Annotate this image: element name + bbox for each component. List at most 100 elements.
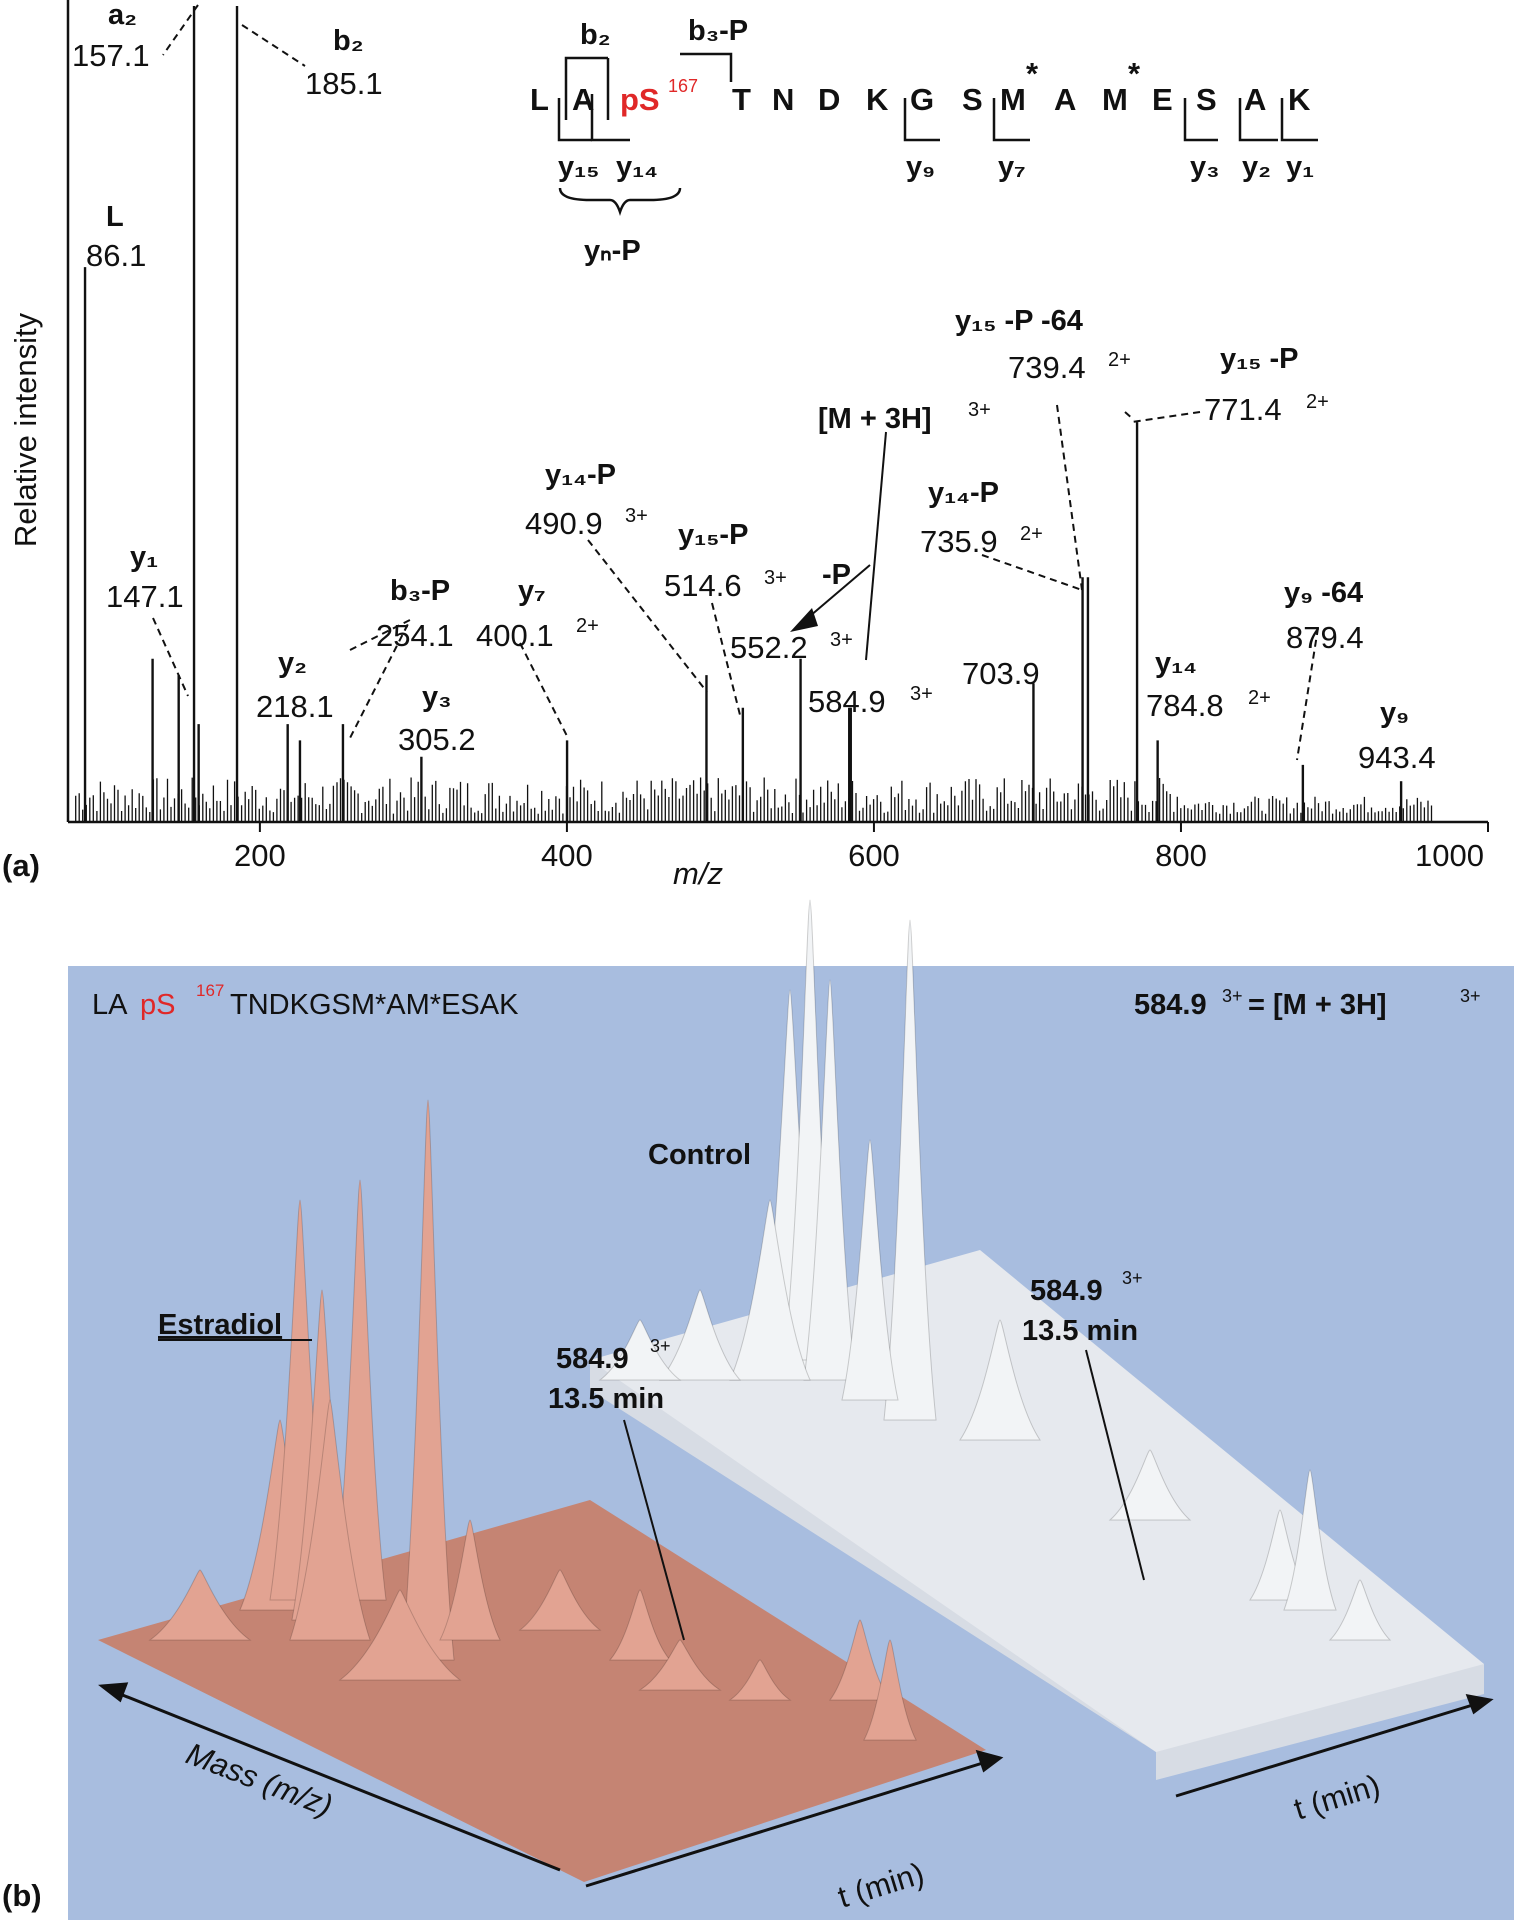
estradiol-label: Estradiol <box>158 1309 282 1341</box>
label-y15p64-charge: 2+ <box>1108 349 1131 371</box>
estradiol-peak-7 <box>518 1569 602 1631</box>
control-peak-5 <box>729 1199 811 1381</box>
label-y3-ion: y₃ <box>422 681 452 713</box>
control-peak-7 <box>959 1319 1041 1441</box>
label-y7-ion: y₇ <box>518 575 546 607</box>
residue-K2: K <box>1288 82 1311 117</box>
baseline-noise <box>75 777 1433 822</box>
label-y964-ion: y₉ -64 <box>1284 577 1363 609</box>
label-y2-ion: y₂ <box>278 647 307 679</box>
label-y964-mz: 879.4 <box>1286 620 1364 655</box>
label-y1-ion: y₁ <box>130 541 158 573</box>
label-b3p-ion: b₃-P <box>390 575 450 607</box>
frag-y15: y₁₅ <box>558 151 599 183</box>
label-L-ion: L <box>106 201 124 233</box>
label-y14p3-mz: 490.9 <box>525 506 603 541</box>
estradiol-peak-4 <box>401 1099 455 1661</box>
frag-y14: y₁₄ <box>616 151 658 183</box>
control-callout-time: 13.5 min <box>1022 1315 1138 1347</box>
estradiol-peak-9 <box>829 1619 891 1701</box>
label-y9-ion: y₉ <box>1380 697 1409 729</box>
x-tick-label-800: 800 <box>1155 838 1207 873</box>
estradiol-peak-12 <box>338 1589 462 1681</box>
label-y15p2-mz: 771.4 <box>1204 392 1282 427</box>
estradiol-peaks <box>148 1099 917 1741</box>
residue-A3: A <box>1244 82 1266 117</box>
label-y3-mz: 305.2 <box>398 722 476 757</box>
estradiol-callout-time: 13.5 min <box>548 1383 664 1415</box>
oxidation-mark-2: * <box>1128 56 1141 91</box>
frag-y1: y₁ <box>1286 151 1314 183</box>
label-b2-ion: b₂ <box>333 25 364 57</box>
residue-S: S <box>962 82 983 117</box>
label-a2-mz: 157.1 <box>72 38 150 73</box>
control-peak-6 <box>658 1289 742 1381</box>
label-a2-ion: a₂ <box>108 0 137 31</box>
label-584-charge: 3+ <box>910 683 933 705</box>
frag-b3p: b₃-P <box>688 15 748 47</box>
peak-annotations: a₂ 157.1 b₂ 185.1 L 86.1 y₁ 147.1 y₂ 218… <box>72 0 1436 775</box>
label-y7-mz: 400.1 <box>476 618 554 653</box>
labeled-peaks <box>83 6 1403 822</box>
frag-b2: b₂ <box>580 19 611 51</box>
residue-pS-position: 167 <box>668 76 698 96</box>
x-tick-label-200: 200 <box>234 838 286 873</box>
estradiol-peak-13 <box>638 1639 722 1691</box>
label-b2-mz: 185.1 <box>305 66 383 101</box>
label-y1-mz: 147.1 <box>106 579 184 614</box>
x-tick-label-400: 400 <box>541 838 593 873</box>
label-552-charge: 3+ <box>830 629 853 651</box>
estradiol-peak-14 <box>728 1659 792 1701</box>
x-axis-label: m/z <box>673 856 723 891</box>
fragment-brackets <box>557 52 1318 216</box>
control-peak-8 <box>1108 1449 1192 1521</box>
label-552-mz: 552.2 <box>730 630 808 665</box>
control-peak-12 <box>598 1319 682 1381</box>
frag-y7: y₇ <box>998 151 1026 183</box>
title-phospho: pS <box>140 989 175 1021</box>
estradiol-peak-5 <box>289 1399 371 1641</box>
label-y14p2-mz: 735.9 <box>920 524 998 559</box>
estradiol-peak-8 <box>608 1589 672 1661</box>
oxidation-mark-1: * <box>1026 56 1039 91</box>
x-tick-label-1000: 1000 <box>1415 838 1484 873</box>
control-peak-10 <box>1283 1469 1337 1611</box>
residue-A: A <box>572 82 594 117</box>
estradiol-callout-charge: 3+ <box>650 1336 671 1356</box>
estradiol-peak-6 <box>439 1519 501 1641</box>
x-ticks: 200 400 600 800 1000 <box>234 822 1489 873</box>
control-callout-line <box>1085 1349 1145 1581</box>
label-y15p3-ion: y₁₅-P <box>678 519 748 551</box>
estradiol-peak-10 <box>863 1639 917 1741</box>
control-label: Control <box>648 1139 751 1171</box>
residue-E: E <box>1152 82 1173 117</box>
precursor-note: 584.9 3+ = [M + 3H] 3+ <box>1134 986 1481 1021</box>
label-y15p64-ion: y₁₅ -P -64 <box>955 305 1083 337</box>
y-axis-label: Relative intensity <box>8 312 43 547</box>
control-callout: 584.9 3+ 13.5 min <box>1022 1268 1145 1581</box>
label-y15p2-ion: y₁₅ -P <box>1220 343 1298 375</box>
mass-arrow-head <box>98 1682 129 1703</box>
label-703-mz: 703.9 <box>962 656 1040 691</box>
estradiol-peak-11 <box>148 1569 252 1641</box>
label-y14p2-charge: 2+ <box>1020 523 1043 545</box>
time-arrow-head-left <box>975 1749 1004 1773</box>
time-arrow-head-right <box>1465 1694 1494 1715</box>
label-y15p2-charge: 2+ <box>1306 391 1329 413</box>
panel-label-a: (a) <box>2 848 40 883</box>
control-peak-11 <box>1328 1579 1392 1641</box>
panel-label-b: (b) <box>2 1878 42 1913</box>
residue-D: D <box>818 82 840 117</box>
peak-leader-lines <box>152 4 1319 761</box>
residue-A2: A <box>1054 82 1076 117</box>
surface-axes <box>98 1682 1494 1888</box>
label-L-mz: 86.1 <box>86 238 146 273</box>
residue-L: L <box>530 82 549 117</box>
control-peak-3 <box>883 919 937 1421</box>
estradiol-callout-line <box>623 1419 685 1641</box>
frag-y9: y₉ <box>906 151 935 183</box>
label-y9-mz: 943.4 <box>1358 740 1436 775</box>
label-y15p64-mz: 739.4 <box>1008 350 1086 385</box>
residue-N: N <box>772 82 794 117</box>
note-ion-charge: 3+ <box>1460 986 1481 1006</box>
